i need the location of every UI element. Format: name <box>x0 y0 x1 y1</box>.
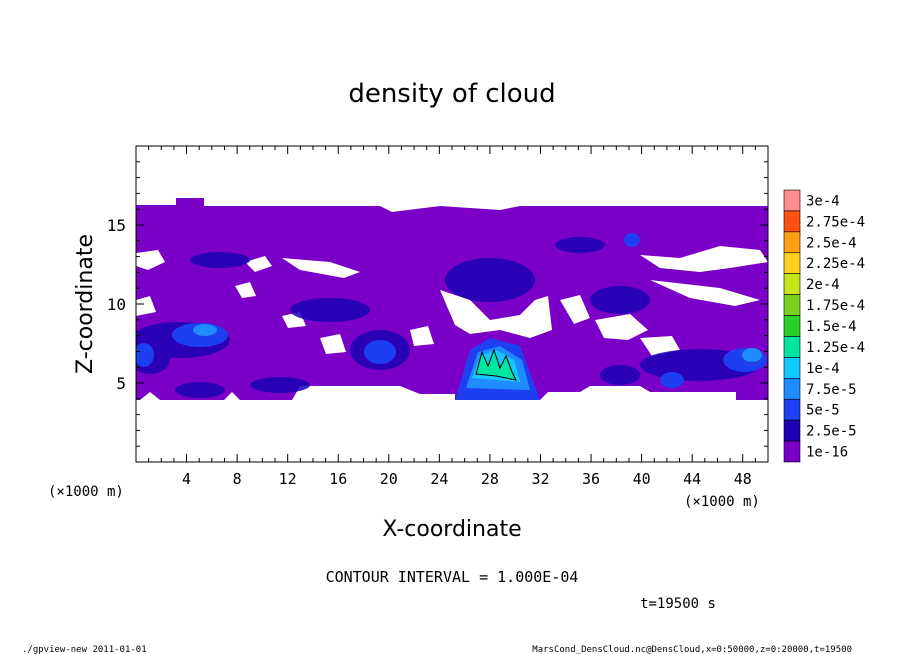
x-tick-label: 20 <box>380 470 398 488</box>
density-field <box>136 198 768 400</box>
colorbar-label: 1.25e-4 <box>806 340 865 356</box>
colorbar-swatch <box>783 189 801 212</box>
cloud-core <box>472 348 520 382</box>
x-tick-label: 36 <box>582 470 600 488</box>
colorbar-swatch <box>783 231 801 254</box>
x-tick-label: 44 <box>683 470 701 488</box>
y-tick-label: 10 <box>107 295 126 314</box>
chart-title: density of cloud <box>348 79 555 109</box>
colorbar-label: 2.5e-5 <box>806 424 857 440</box>
x-axis-label: X-coordinate <box>382 517 521 542</box>
footer-left: ./gpview-new 2011-01-01 <box>22 645 147 654</box>
colorbar-label: 1e-16 <box>806 445 848 461</box>
x-unit-label-right: (×1000 m) <box>684 494 760 510</box>
colorbar-label: 5e-5 <box>806 403 840 419</box>
colorbar-label: 2.25e-4 <box>806 256 865 272</box>
colorbar-swatch <box>783 273 801 295</box>
colorbar-label: 2.5e-4 <box>806 235 857 251</box>
x-tick-label: 8 <box>233 470 242 488</box>
colorbar: 3e-4 2.75e-4 2.5e-4 2.25e-4 2e-4 1.75e-4 1.5e-… <box>783 189 865 463</box>
colorbar-label: 1.5e-4 <box>806 319 857 335</box>
x-tick-label: 28 <box>481 470 499 488</box>
colorbar-swatch <box>783 440 801 463</box>
colorbar-swatch <box>783 398 801 421</box>
colorbar-swatch <box>783 357 801 379</box>
x-tick-label: 12 <box>279 470 297 488</box>
colorbar-swatch <box>783 315 801 337</box>
colorbar-swatch <box>783 419 801 442</box>
x-unit-label: (×1000 m) <box>48 484 124 500</box>
y-tick-label: 5 <box>116 374 126 393</box>
y-tick-label: 15 <box>107 216 126 235</box>
colorbar-swatch <box>783 252 801 274</box>
colorbar-swatch <box>783 210 801 233</box>
y-axis-label: Z-coordinate <box>73 234 98 374</box>
y-axis: 5 10 15 <box>107 161 768 447</box>
colorbar-label: 7.5e-5 <box>806 382 857 398</box>
colorbar-swatch <box>783 336 801 358</box>
colorbar-swatch <box>783 378 801 400</box>
x-tick-label: 40 <box>633 470 651 488</box>
cloud-gaps <box>136 246 768 356</box>
x-tick-label: 32 <box>531 470 549 488</box>
x-tick-label: 16 <box>329 470 347 488</box>
colorbar-label: 2e-4 <box>806 277 840 293</box>
colorbar-label: 1e-4 <box>806 361 840 377</box>
time-label: t=19500 s <box>640 596 716 612</box>
x-axis: 4 8 12 16 20 24 28 32 36 40 44 48 <box>148 146 756 488</box>
colorbar-label: 2.75e-4 <box>806 214 865 230</box>
x-tick-label: 48 <box>734 470 752 488</box>
colorbar-label: 3e-4 <box>806 193 840 209</box>
colorbar-label: 1.75e-4 <box>806 298 865 314</box>
colorbar-swatch <box>783 294 801 316</box>
footer-right: MarsCond_DensCloud.nc@DensCloud,x=0:5000… <box>532 645 852 654</box>
x-tick-label: 4 <box>182 470 191 488</box>
contour-interval: CONTOUR INTERVAL = 1.000E-04 <box>326 568 579 586</box>
x-tick-label: 24 <box>430 470 448 488</box>
